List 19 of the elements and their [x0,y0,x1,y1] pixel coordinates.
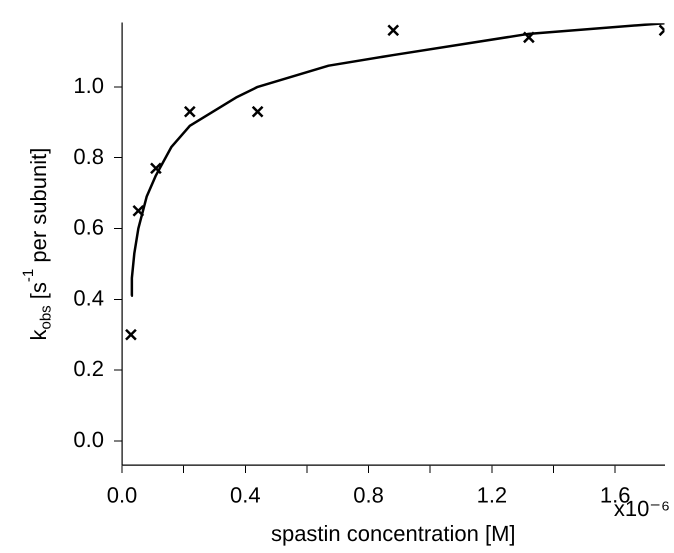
y-tick-label: 0.6 [73,214,104,240]
y-tick-label: 0.8 [73,144,104,169]
point [132,204,145,218]
y-tick-label: 0.2 [73,356,104,382]
point [124,328,138,341]
x-tick-label: 0.4 [230,482,261,508]
x-tick-label: 1.2 [476,482,508,508]
point [387,24,400,36]
point [184,106,196,118]
x-tick-label: 0.0 [106,482,138,508]
x-tick-label: 0.8 [353,482,384,508]
y-tick-label: 0.0 [73,426,104,452]
point [522,31,536,44]
y-tick-label: 0.4 [73,285,104,310]
y-axis-title: kobs [s-1 per subunit] [20,148,55,341]
point [150,162,162,175]
y-tick-label: 1.0 [73,72,104,98]
x-axis-title: spastin concentration [M] [270,521,516,546]
point [251,106,264,118]
